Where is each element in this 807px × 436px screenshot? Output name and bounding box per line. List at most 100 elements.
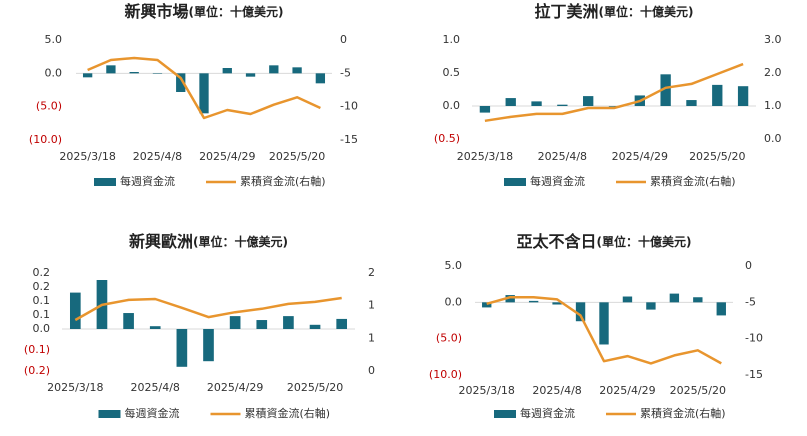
bar <box>176 329 188 367</box>
bar <box>229 316 241 329</box>
bar <box>283 316 294 329</box>
bar <box>152 73 163 74</box>
bar <box>129 72 139 74</box>
y2-tick-label: 0 <box>368 364 375 377</box>
x-tick-label: 2025/5/20 <box>689 150 745 163</box>
bar <box>505 98 516 106</box>
bar <box>82 73 93 78</box>
bar <box>557 104 568 106</box>
y-tick-label: (0.1) <box>24 343 50 356</box>
legend-label: 每週資金流 <box>530 174 585 188</box>
bar <box>203 329 214 362</box>
y2-tick-label: -10 <box>745 332 763 345</box>
bar <box>583 96 594 106</box>
y2-tick-label: 2.0 <box>764 66 782 79</box>
y-tick-label: (5.0) <box>36 100 62 113</box>
legend-label: 累積資金流(右軸) <box>640 406 726 420</box>
bar <box>149 326 161 329</box>
legend-label: 每週資金流 <box>520 406 575 420</box>
x-tick-label: 2025/5/20 <box>269 150 325 163</box>
bar <box>552 302 562 305</box>
bar <box>222 68 232 74</box>
y2-tick-label: 0 <box>340 33 347 46</box>
x-tick-label: 2025/4/8 <box>131 381 180 394</box>
y-tick-label: 0.0 <box>443 99 461 112</box>
line <box>87 56 321 120</box>
bar <box>505 295 515 303</box>
chart-panel: 亞太不含日(單位：十億美元) 5.0 0.0 (5.0) (10.0) 0 -5 -10 -15… <box>429 232 763 421</box>
x-tick-label: 2025/3/18 <box>459 384 515 397</box>
bar <box>245 73 256 77</box>
bar <box>292 67 302 74</box>
y-tick-label: (5.0) <box>436 332 462 345</box>
chart-title: 新興歐洲(單位：十億美元) <box>129 232 288 251</box>
bar <box>737 86 749 106</box>
y-tick-label: 0.0 <box>445 295 463 308</box>
y2-tick-label: -5 <box>745 295 756 308</box>
x-tick-label: 2025/4/8 <box>133 150 182 163</box>
bar <box>528 300 539 303</box>
x-tick-label: 2025/3/18 <box>457 150 513 163</box>
bar <box>669 293 680 303</box>
bar <box>608 106 620 107</box>
line <box>486 295 722 365</box>
title-main: 亞太不含日 <box>517 232 597 251</box>
bar <box>123 313 134 329</box>
legend-swatch <box>98 410 121 418</box>
legend-label: 累積資金流(右軸) <box>650 174 736 188</box>
y2-tick-label: 3.0 <box>764 33 782 46</box>
chart-title: 亞太不含日(單位：十億美元) <box>517 232 692 251</box>
bar <box>712 84 723 106</box>
bar <box>269 65 279 74</box>
y-tick-label: 0.0 <box>45 66 63 79</box>
bar <box>482 302 492 308</box>
x-tick-label: 2025/4/8 <box>538 150 587 163</box>
bar <box>309 324 321 329</box>
bar <box>686 100 697 106</box>
y-tick-label: 0.0 <box>33 322 51 335</box>
y-tick-label: 0.1 <box>33 294 51 307</box>
chart-panel: 拉丁美洲(單位：十億美元) 1.0 0.5 0.0 (0.5) 3.0 2.0 1.0 0.0 2… <box>434 2 782 189</box>
x-tick-label: 2025/4/29 <box>599 384 655 397</box>
bar <box>336 318 348 329</box>
x-tick-label: 2025/5/20 <box>287 381 343 394</box>
y2-tick-label: -10 <box>340 100 358 113</box>
y2-tick-label: 0.0 <box>764 132 782 145</box>
legend-label: 每週資金流 <box>120 174 175 188</box>
title-main: 新興歐洲 <box>129 232 193 251</box>
y2-tick-label: 1 <box>368 299 375 312</box>
y-tick-label: (0.5) <box>434 132 460 145</box>
x-tick-label: 2025/4/29 <box>207 381 263 394</box>
y-tick-label: (10.0) <box>29 133 62 146</box>
x-tick-label: 2025/4/29 <box>199 150 255 163</box>
legend-swatch <box>504 178 526 186</box>
y2-tick-label: 2 <box>368 266 375 279</box>
y-tick-label: 1.0 <box>443 33 461 46</box>
y-tick-label: (10.0) <box>429 368 462 381</box>
y-tick-label: 0.5 <box>443 66 461 79</box>
bar <box>646 302 656 310</box>
bar <box>716 302 726 316</box>
bar <box>315 73 326 84</box>
bar <box>199 73 209 114</box>
title-unit: (單位：十億美元) <box>599 4 694 19</box>
x-tick-label: 2025/3/18 <box>47 381 103 394</box>
y2-tick-label: 1 <box>368 331 375 344</box>
line <box>484 62 744 123</box>
legend-label: 累積資金流(右軸) <box>245 406 331 420</box>
y-tick-label: 5.0 <box>445 259 463 272</box>
bar <box>575 302 586 322</box>
bar <box>69 292 81 329</box>
y2-tick-label: 1.0 <box>764 99 782 112</box>
y2-tick-label: 0 <box>745 259 752 272</box>
title-unit: (單位：十億美元) <box>193 234 288 249</box>
x-tick-label: 2025/3/18 <box>59 150 115 163</box>
title-main: 新興市場 <box>125 2 189 21</box>
bar <box>660 74 671 106</box>
bar <box>693 297 703 303</box>
y-tick-label: (0.2) <box>24 364 50 377</box>
bar <box>479 106 491 113</box>
legend-swatch <box>494 410 516 418</box>
x-tick-label: 2025/4/8 <box>532 384 581 397</box>
